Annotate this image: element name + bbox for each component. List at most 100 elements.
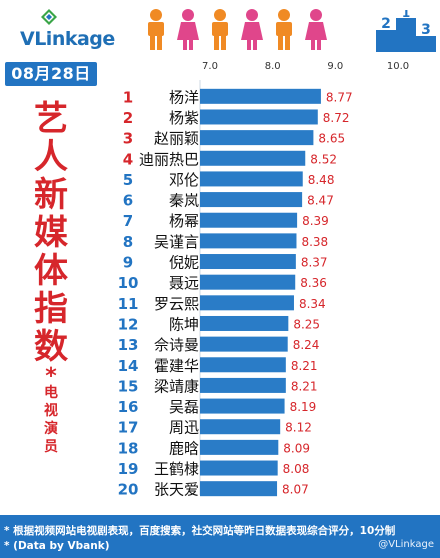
score-label: 8.08 bbox=[283, 462, 310, 476]
actor-name: 迪丽热巴 bbox=[139, 150, 199, 168]
person-male-icon bbox=[148, 9, 164, 50]
side-title: 艺 人 新 媒 体 指 数 * 电 视 演 员 bbox=[20, 100, 82, 456]
x-tick-label: 8.0 bbox=[265, 61, 281, 72]
score-label: 8.24 bbox=[293, 338, 320, 352]
actor-name: 秦岚 bbox=[169, 192, 199, 210]
actor-name: 佘诗曼 bbox=[154, 336, 199, 354]
side-title-char: 指 bbox=[34, 289, 68, 329]
rank-number: 13 bbox=[118, 336, 139, 354]
rank-number: 4 bbox=[123, 150, 133, 168]
rank-number: 12 bbox=[118, 315, 139, 333]
score-bar bbox=[200, 295, 294, 311]
rank-number: 6 bbox=[123, 192, 133, 210]
footer-credit: @VLinkage bbox=[378, 539, 434, 550]
score-label: 8.09 bbox=[283, 441, 310, 455]
rank-number: 19 bbox=[118, 460, 139, 478]
score-label: 8.47 bbox=[307, 194, 334, 208]
actor-name: 霍建华 bbox=[154, 357, 199, 375]
score-label: 8.52 bbox=[310, 152, 337, 166]
actor-name: 赵丽颖 bbox=[154, 130, 199, 148]
logo-text: VLinkage bbox=[20, 28, 115, 50]
score-bar bbox=[200, 254, 296, 270]
score-label: 8.36 bbox=[300, 276, 327, 290]
actor-name: 鹿晗 bbox=[169, 439, 199, 457]
score-label: 8.39 bbox=[302, 214, 329, 228]
score-bar bbox=[200, 171, 303, 187]
rank-number: 16 bbox=[118, 398, 139, 416]
side-title-char: 媒 bbox=[34, 213, 68, 253]
rank-number: 7 bbox=[123, 212, 133, 230]
actor-name: 梁靖康 bbox=[154, 377, 199, 395]
people-icons bbox=[148, 9, 327, 50]
date-text: 08月28日 bbox=[11, 64, 91, 83]
rank-number: 14 bbox=[118, 357, 139, 375]
rank-number: 5 bbox=[123, 171, 133, 189]
rank-number: 9 bbox=[123, 254, 133, 272]
actor-name: 聂远 bbox=[169, 274, 199, 292]
date-badge: 08月28日 bbox=[5, 62, 97, 86]
score-bar bbox=[200, 419, 281, 435]
actor-name: 吴磊 bbox=[169, 398, 199, 416]
actor-name: 陈坤 bbox=[169, 315, 199, 333]
side-title-char: 数 bbox=[34, 327, 68, 367]
score-bar bbox=[200, 233, 297, 249]
ranking-chart: 7.0 8.0 9.0 10.0 1 杨洋 8.77 2 杨紫 8.72 3 赵丽颖 8.65 4 迪丽热巴… bbox=[100, 55, 440, 505]
x-tick-label: 10.0 bbox=[387, 61, 409, 72]
side-title-char: 艺 bbox=[34, 99, 68, 139]
rank-number: 18 bbox=[118, 439, 139, 457]
footer-note: * 根据视频网站电视剧表现，百度搜索，社交网站等昨日数据表现综合评分，10分制 … bbox=[0, 515, 440, 558]
actor-name: 张天爱 bbox=[154, 481, 199, 499]
podium-number-3: 3 bbox=[421, 22, 431, 38]
score-label: 8.65 bbox=[318, 132, 345, 146]
score-label: 8.34 bbox=[299, 297, 326, 311]
rank-number: 20 bbox=[118, 481, 139, 499]
rank-number: 11 bbox=[118, 295, 139, 313]
podium-number-1: 1 bbox=[402, 10, 410, 20]
rank-number: 10 bbox=[118, 274, 139, 292]
score-label: 8.19 bbox=[290, 400, 317, 414]
score-bar bbox=[200, 377, 286, 393]
side-subtitle-char: 演 bbox=[44, 421, 58, 437]
ranking-chart-svg: 7.0 8.0 9.0 10.0 1 杨洋 8.77 2 杨紫 8.72 3 赵丽颖 8.65 4 迪丽热巴… bbox=[118, 61, 410, 499]
actor-name: 杨紫 bbox=[169, 109, 199, 127]
rank-number: 15 bbox=[118, 377, 139, 395]
score-label: 8.37 bbox=[301, 256, 328, 270]
side-title-star: * bbox=[45, 364, 57, 389]
side-subtitle-char: 视 bbox=[44, 403, 58, 419]
actor-name: 杨洋 bbox=[169, 88, 199, 106]
person-male-icon bbox=[212, 9, 228, 50]
score-bar bbox=[200, 212, 298, 228]
score-label: 8.38 bbox=[301, 235, 328, 249]
score-bar bbox=[200, 357, 286, 373]
score-label: 8.12 bbox=[285, 421, 312, 435]
person-female-icon bbox=[177, 9, 199, 50]
podium-number-2: 2 bbox=[381, 16, 391, 32]
actor-name: 邓伦 bbox=[169, 171, 199, 189]
score-bar bbox=[200, 192, 303, 208]
side-title-char: 人 bbox=[34, 137, 68, 177]
score-label: 8.21 bbox=[291, 379, 318, 393]
rank-number: 8 bbox=[123, 233, 133, 251]
rank-number: 1 bbox=[123, 88, 133, 106]
actor-name: 周迅 bbox=[169, 419, 199, 437]
actor-name: 吴谨言 bbox=[154, 233, 199, 251]
score-bar bbox=[200, 398, 285, 414]
score-bar bbox=[200, 315, 289, 331]
score-label: 8.25 bbox=[293, 317, 320, 331]
score-label: 8.48 bbox=[308, 173, 335, 187]
score-bar bbox=[200, 460, 278, 476]
footer-note-line1: * 根据视频网站电视剧表现，百度搜索，社交网站等昨日数据表现综合评分，10分制 bbox=[4, 525, 396, 537]
podium-icon: 2 1 3 bbox=[376, 10, 436, 52]
score-label: 8.77 bbox=[326, 90, 353, 104]
footer-note-line2: * (Data by Vbank) bbox=[4, 540, 110, 552]
score-bar bbox=[200, 274, 296, 290]
score-bar bbox=[200, 150, 306, 166]
vlinkage-logo: VLinkage bbox=[10, 8, 130, 50]
score-bar bbox=[200, 109, 318, 125]
logo-mark-icon bbox=[41, 9, 57, 25]
rank-number: 17 bbox=[118, 419, 139, 437]
x-tick-label: 9.0 bbox=[327, 61, 343, 72]
side-subtitle-char: 员 bbox=[44, 439, 58, 455]
actor-name: 王鹤棣 bbox=[154, 460, 199, 478]
